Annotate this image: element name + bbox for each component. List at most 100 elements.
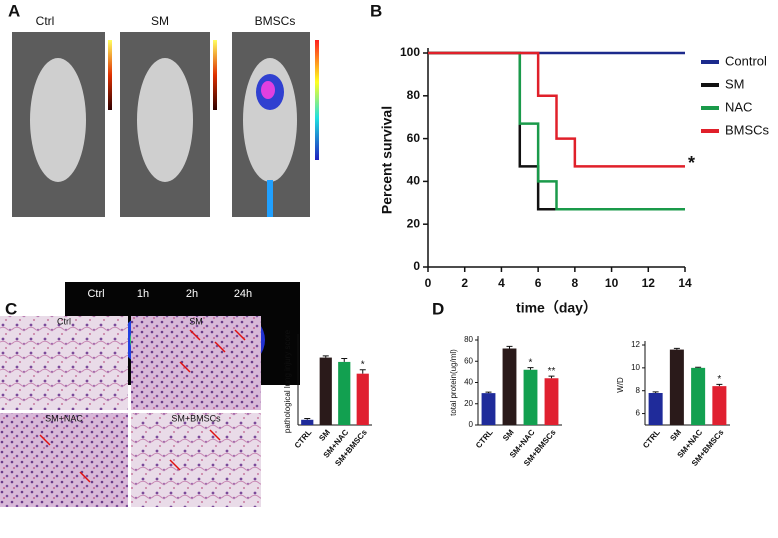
bar — [669, 349, 684, 425]
legend-label: SM — [725, 76, 745, 91]
annotation: * — [717, 374, 721, 385]
annotation: * — [361, 359, 365, 370]
error-bar — [506, 345, 513, 349]
image-label: SM+BMSCs — [171, 413, 221, 423]
bar — [301, 419, 314, 425]
bar — [712, 386, 727, 425]
y-tick-label: 60 — [407, 131, 421, 145]
image-label: SM+NAC — [45, 413, 83, 423]
mouse-images — [12, 32, 319, 217]
error-bar — [341, 357, 348, 362]
y-axis-label: total protein(ug/ml) — [449, 349, 458, 416]
error-bar — [322, 355, 329, 358]
panel-label: C — [5, 299, 17, 318]
panel-label: B — [370, 1, 382, 20]
error-bar — [652, 391, 659, 393]
mouse-body — [137, 58, 193, 182]
micrograph — [0, 316, 128, 410]
legend-label: Control — [725, 53, 767, 68]
error-bar — [716, 383, 723, 387]
error-bar — [359, 369, 366, 374]
x-tick-label: SM — [668, 428, 683, 443]
micrograph — [0, 413, 128, 507]
bar — [338, 361, 351, 425]
bar — [356, 373, 369, 425]
x-tick-label: 6 — [535, 276, 542, 290]
image-label: Ctrl — [36, 14, 55, 28]
colorbar — [108, 40, 112, 110]
x-tick-label: 0 — [425, 276, 432, 290]
colorbar — [213, 40, 217, 110]
error-bar — [304, 417, 311, 420]
x-tick-label: CTRL — [474, 428, 495, 450]
survival-line — [428, 51, 685, 211]
micrograph — [131, 413, 261, 507]
x-tick-label: SM — [317, 428, 332, 443]
error-bar — [548, 375, 555, 379]
y-tick-label: 40 — [464, 378, 473, 387]
y-tick-label: 100 — [400, 45, 420, 59]
micrograph — [131, 316, 261, 410]
annotation: ** — [548, 366, 556, 377]
error-bar — [485, 391, 492, 394]
image-label: Ctrl — [57, 316, 71, 326]
y-tick-label: 60 — [464, 356, 473, 365]
y-tick-label: 80 — [464, 335, 473, 344]
x-tick-label: SM — [501, 428, 516, 443]
image-label: Ctrl — [87, 288, 104, 300]
signal — [267, 180, 273, 217]
survival-line — [428, 51, 685, 168]
image-label: SM — [189, 316, 203, 326]
y-tick-label: 20 — [407, 216, 421, 230]
error-bar — [527, 367, 534, 370]
x-tick-label: 14 — [678, 276, 692, 290]
x-tick-label: 12 — [642, 276, 656, 290]
error-bar — [695, 366, 702, 368]
y-axis-label: pathological lung injury score — [283, 329, 292, 433]
micrographs — [0, 316, 261, 507]
x-axis-label: time（day） — [516, 300, 597, 316]
y-tick-label: 20 — [464, 399, 473, 408]
x-tick-label: CTRL — [641, 428, 662, 450]
image-label: 1h — [137, 288, 149, 300]
signal — [261, 81, 275, 99]
x-tick-label: 8 — [572, 276, 579, 290]
bar — [319, 357, 332, 425]
x-tick-label: 4 — [498, 276, 505, 290]
error-bar — [673, 347, 680, 350]
x-tick-label: 2 — [461, 276, 468, 290]
bar — [691, 367, 706, 425]
annotation: * — [529, 357, 533, 368]
bar — [481, 393, 496, 425]
bar — [648, 393, 663, 425]
panel-label: A — [8, 1, 20, 20]
bar — [502, 348, 517, 425]
image-label: SM — [151, 14, 169, 28]
y-tick-label: 0 — [469, 420, 474, 429]
x-tick-label: 10 — [605, 276, 619, 290]
arrows — [39, 329, 246, 483]
legend-label: BMSCs — [725, 122, 770, 137]
image-label: 2h — [186, 288, 198, 300]
y-tick-label: 10 — [631, 363, 640, 372]
y-tick-label: 40 — [407, 174, 421, 188]
y-axis-label: W/D — [616, 377, 625, 393]
panel-label: D — [432, 299, 444, 318]
image-label: BMSCs — [255, 14, 296, 28]
x-tick-label: CTRL — [293, 428, 314, 450]
y-tick-label: 8 — [636, 386, 641, 395]
image-label: 24h — [234, 288, 252, 300]
legend-label: NAC — [725, 99, 752, 114]
bar — [523, 369, 538, 425]
y-tick-label: 0 — [413, 259, 420, 273]
y-tick-label: 12 — [631, 340, 640, 349]
y-tick-label: 80 — [407, 88, 421, 102]
y-tick-label: 6 — [636, 409, 641, 418]
y-axis-label: Percent survival — [379, 106, 395, 214]
annotation: * — [688, 153, 695, 173]
bar — [544, 378, 559, 425]
colorbar — [315, 40, 319, 160]
mouse-body — [30, 58, 86, 182]
